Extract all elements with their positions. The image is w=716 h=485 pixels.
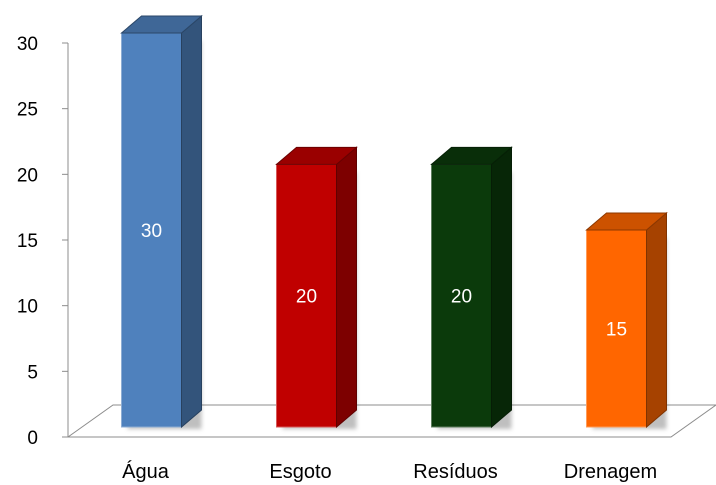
floor-plane xyxy=(66,404,716,438)
bar-top xyxy=(585,212,668,231)
bar-side xyxy=(646,211,667,429)
y-tick-label: 15 xyxy=(17,231,38,252)
chart-floor xyxy=(66,404,716,438)
bar-1: 20 xyxy=(275,146,358,430)
y-tick-label: 5 xyxy=(27,362,38,383)
y-tick-label: 0 xyxy=(27,428,38,449)
bar-side xyxy=(336,146,357,429)
y-tick-label: 10 xyxy=(17,297,38,318)
bar-value-label: 20 xyxy=(296,287,317,308)
bar-top xyxy=(120,15,203,34)
bar-front xyxy=(431,163,492,428)
y-axis: 0 5 10 15 20 25 30 xyxy=(17,34,69,449)
y-tick-label: 20 xyxy=(17,165,38,186)
bar-top xyxy=(430,146,513,165)
category-label: Esgoto xyxy=(269,461,331,483)
bar-top xyxy=(275,146,358,165)
bar-value-label: 15 xyxy=(606,320,627,341)
bar-2: 20 xyxy=(430,146,513,430)
y-tick-label: 30 xyxy=(17,34,38,55)
y-tick-label: 25 xyxy=(17,100,38,121)
bar-side xyxy=(181,14,202,429)
category-label: Drenagem xyxy=(564,461,657,483)
bars-group: 30 20 20 15 xyxy=(120,14,668,430)
bar-value-label: 20 xyxy=(451,287,472,308)
category-label: Resíduos xyxy=(413,461,498,483)
category-label: Água xyxy=(122,460,170,483)
bar-value-label: 30 xyxy=(141,221,162,242)
bar-3: 15 xyxy=(585,211,668,429)
bar-front xyxy=(276,163,337,428)
bar-front xyxy=(121,32,182,428)
category-labels: Água Esgoto Resíduos Drenagem xyxy=(122,460,657,483)
bar-0: 30 xyxy=(120,14,203,429)
bar-side xyxy=(491,146,512,429)
